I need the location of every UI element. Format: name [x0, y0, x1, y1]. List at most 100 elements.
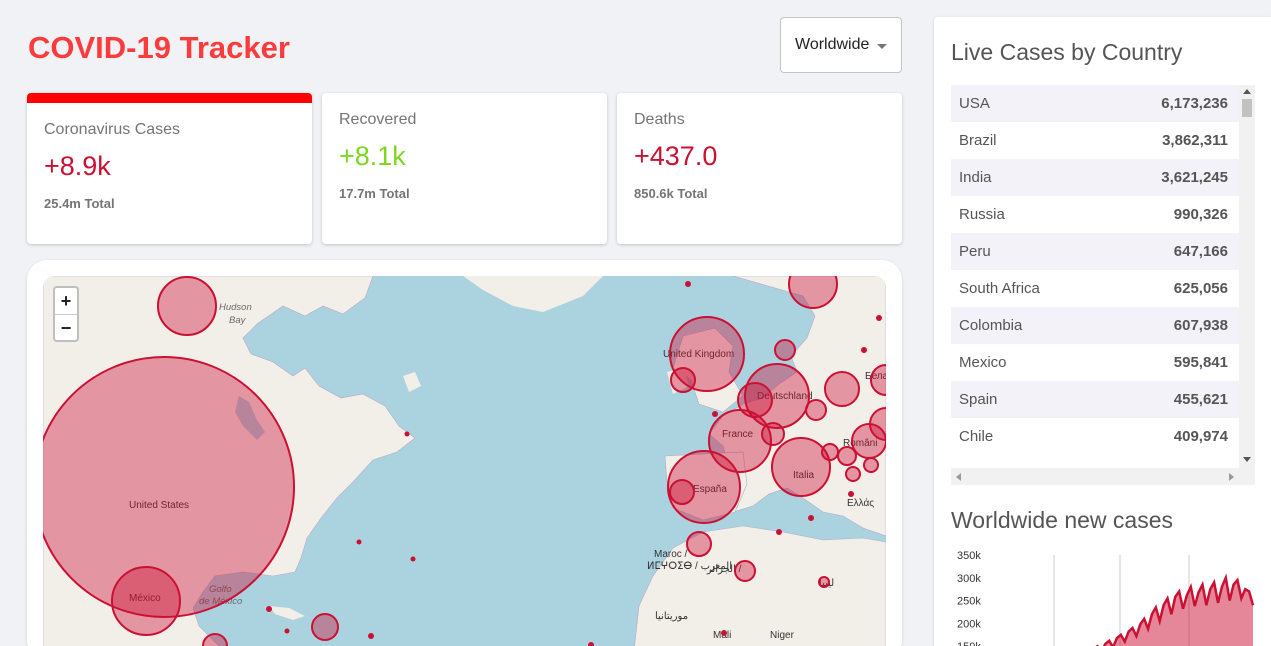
- case-circle-sweden[interactable]: [788, 276, 838, 309]
- case-circle-switzerland[interactable]: [761, 422, 785, 446]
- case-circle-mexico[interactable]: [111, 566, 181, 636]
- dot-tunisia[interactable]: [776, 529, 782, 535]
- map-svg[interactable]: Hudson Bay Golfo de México United States…: [43, 276, 886, 646]
- label-mali: Mali: [713, 630, 731, 641]
- dot-cape-verde[interactable]: [588, 642, 594, 646]
- zoom-control: + −: [53, 286, 79, 342]
- vertical-scrollbar[interactable]: [1239, 85, 1255, 468]
- scroll-up-icon[interactable]: [1243, 89, 1251, 94]
- new-cases-chart: 350k300k250k200k150k100k: [957, 550, 1255, 646]
- case-circle-belarus[interactable]: [870, 364, 886, 396]
- y-tick-label: 300k: [957, 573, 981, 585]
- case-circle-spain[interactable]: [667, 450, 741, 524]
- dot-bermuda[interactable]: [404, 431, 410, 437]
- row-country: Mexico: [959, 354, 1007, 371]
- label-romania: Români: [843, 438, 877, 449]
- world-map[interactable]: Hudson Bay Golfo de México United States…: [43, 276, 886, 646]
- dot-caribbean-1[interactable]: [356, 539, 362, 545]
- case-circle-cuba[interactable]: [311, 613, 339, 641]
- row-cases: 625,056: [1173, 280, 1228, 297]
- row-cases: 455,621: [1173, 391, 1228, 408]
- label-mauritania: موريتانيا: [655, 611, 688, 622]
- dot-mali[interactable]: [721, 630, 727, 636]
- dot-albania[interactable]: [848, 491, 854, 497]
- label-niger: Niger: [770, 630, 795, 641]
- case-circle-moldova[interactable]: [863, 457, 879, 473]
- row-country: USA: [959, 95, 990, 112]
- case-circle-ireland[interactable]: [670, 367, 696, 393]
- horizontal-scrollbar[interactable]: [951, 468, 1255, 485]
- case-circle-algeria[interactable]: [734, 560, 756, 582]
- map-card: Hudson Bay Golfo de México United States…: [27, 260, 902, 646]
- deaths-card-title: Deaths: [634, 111, 685, 128]
- scroll-right-icon[interactable]: [1229, 473, 1234, 481]
- case-circle-belgium[interactable]: [737, 382, 773, 418]
- table-row: Spain 455,621: [951, 381, 1239, 418]
- country-select[interactable]: Worldwide: [780, 17, 902, 73]
- row-country: Brazil: [959, 132, 997, 149]
- case-circle-libya[interactable]: [818, 576, 830, 588]
- new-cases-title: Worldwide new cases: [951, 507, 1174, 533]
- case-circle-guatemala[interactable]: [202, 633, 228, 646]
- y-tick-label: 250k: [957, 596, 981, 608]
- case-circle-bulgaria[interactable]: [845, 466, 861, 482]
- case-circle-usa[interactable]: [43, 356, 295, 618]
- dot-estonia[interactable]: [876, 315, 882, 321]
- case-circle-ukraine[interactable]: [869, 407, 886, 441]
- row-cases: 3,621,245: [1161, 169, 1228, 186]
- app-title: COVID-19 Tracker: [28, 30, 290, 65]
- deaths-card-total: 850.6k Total: [634, 186, 708, 201]
- dot-caribbean-4[interactable]: [368, 633, 374, 639]
- table-row: Chile 409,974: [951, 418, 1239, 455]
- label-france: France: [722, 429, 754, 440]
- label-maroc: Maroc /: [654, 549, 688, 560]
- dot-iceland[interactable]: [685, 281, 691, 287]
- cases-card-delta: +8.9k: [44, 151, 111, 181]
- cases-card-title: Coronavirus Cases: [44, 121, 181, 138]
- dot-channel[interactable]: [712, 411, 718, 417]
- recovered-card[interactable]: Recovered +8.1k 17.7m Total: [322, 93, 607, 244]
- new-cases-line: [1095, 573, 1255, 646]
- row-country: South Africa: [959, 280, 1040, 297]
- scroll-thumb[interactable]: [1242, 99, 1252, 117]
- row-cases: 990,326: [1173, 206, 1228, 223]
- case-circle-uk[interactable]: [669, 316, 745, 392]
- dot-caribbean-5[interactable]: [266, 606, 272, 612]
- row-cases: 595,841: [1173, 354, 1228, 371]
- case-circle-portugal[interactable]: [669, 479, 695, 505]
- case-circle-czechia[interactable]: [805, 399, 827, 421]
- label-belarus: Белар: [865, 371, 886, 382]
- case-circle-poland[interactable]: [824, 371, 860, 407]
- recovered-card-delta: +8.1k: [339, 141, 406, 171]
- zoom-in-button[interactable]: +: [60, 291, 72, 311]
- deaths-card[interactable]: Deaths +437.0 850.6k Total: [617, 93, 902, 244]
- label-gulf-2: de México: [199, 596, 242, 607]
- case-circle-morocco[interactable]: [686, 531, 712, 557]
- scroll-left-icon[interactable]: [956, 473, 961, 481]
- label-hudson: Hudson: [219, 302, 252, 313]
- table-row: USA 6,173,236: [951, 85, 1239, 122]
- table-row: India 3,621,245: [951, 159, 1239, 196]
- row-cases: 3,862,311: [1162, 132, 1228, 149]
- cuba-land: [269, 606, 305, 620]
- live-cases-table[interactable]: USA 6,173,236 Brazil 3,862,311 India 3,621,24…: [951, 85, 1255, 485]
- row-cases: 6,173,236: [1161, 95, 1228, 112]
- scroll-down-icon[interactable]: [1243, 457, 1251, 462]
- table-row: Colombia 607,938: [951, 307, 1239, 344]
- dot-latvia[interactable]: [861, 347, 867, 353]
- cases-card[interactable]: Coronavirus Cases +8.9k 25.4m Total: [27, 93, 312, 244]
- greenland-land: [463, 276, 603, 312]
- case-circle-germany[interactable]: [744, 363, 810, 429]
- case-circle-canada[interactable]: [157, 276, 217, 336]
- case-circle-hungary[interactable]: [821, 443, 839, 461]
- label-espana: España: [693, 484, 727, 495]
- dot-caribbean-2[interactable]: [410, 556, 416, 562]
- case-circle-italy[interactable]: [771, 437, 831, 497]
- case-circle-serbia[interactable]: [837, 446, 857, 466]
- dot-caribbean-3[interactable]: [284, 628, 290, 634]
- row-cases: 607,938: [1173, 317, 1228, 334]
- case-circle-denmark[interactable]: [774, 339, 796, 361]
- dot-malta[interactable]: [808, 515, 814, 521]
- zoom-out-button[interactable]: −: [55, 314, 77, 340]
- right-panel: Live Cases by Country USA 6,173,236 Brazil…: [934, 17, 1271, 646]
